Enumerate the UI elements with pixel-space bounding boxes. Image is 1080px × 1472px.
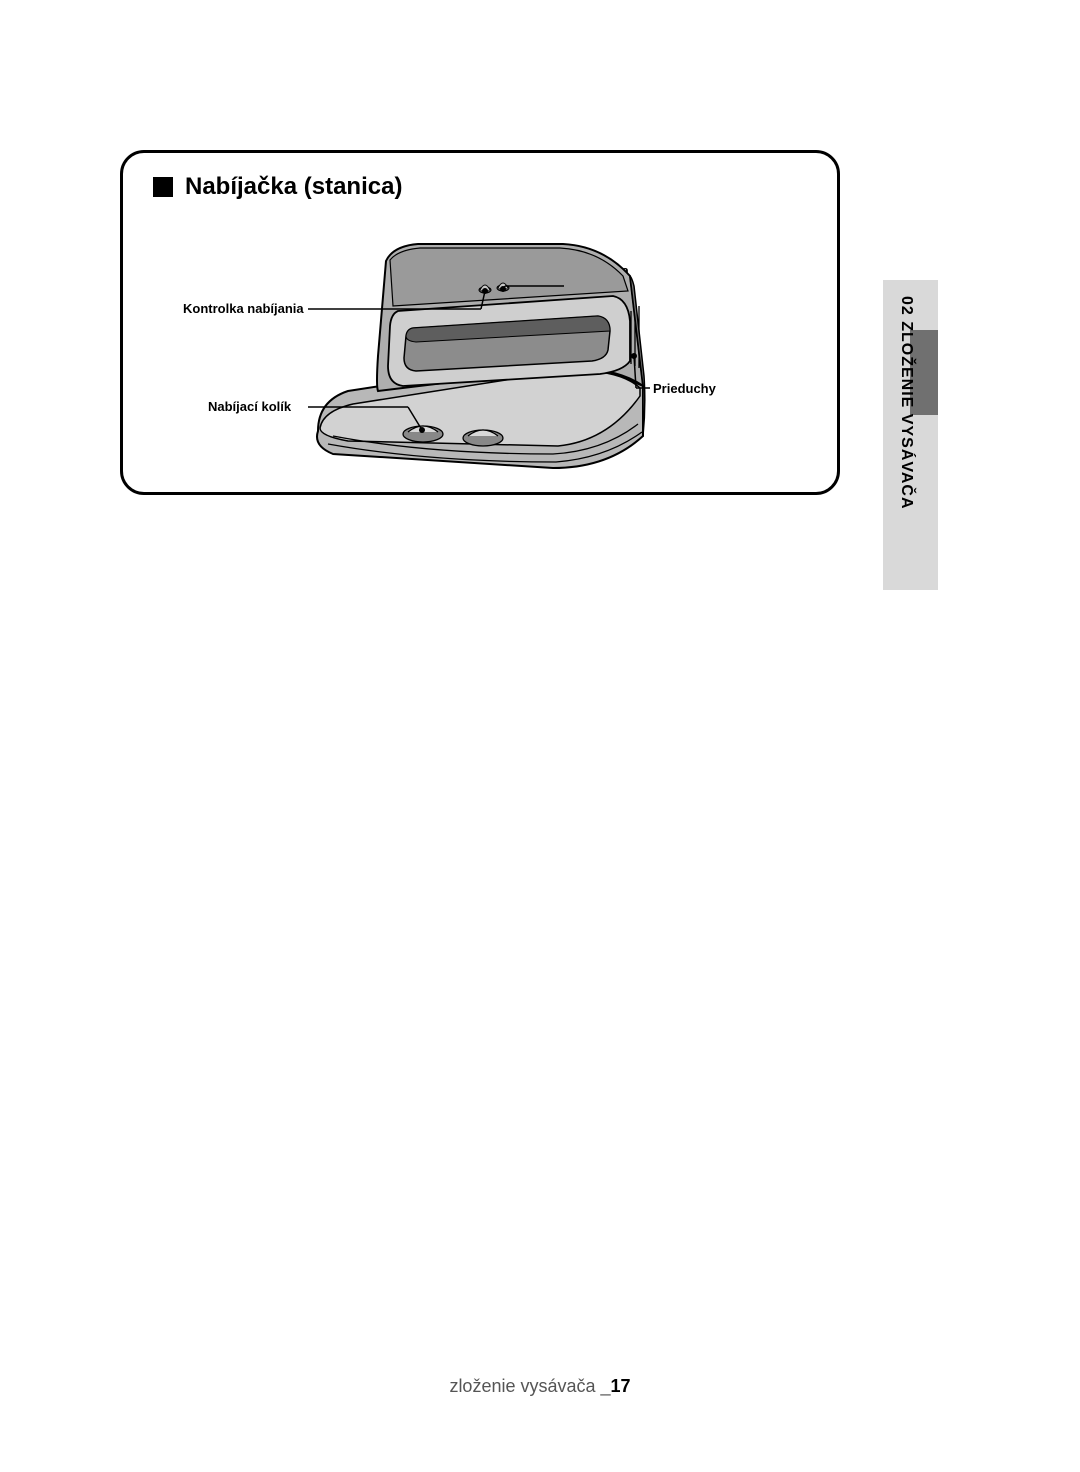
charger-station-illustration (308, 236, 658, 471)
diagram-area: Kontrolka nabíjania Nabíjací kolík Kontr… (153, 201, 807, 471)
label-charging-pin: Nabíjací kolík (208, 399, 291, 415)
panel-title-row: Nabíjačka (stanica) (153, 173, 807, 201)
footer-section: zloženie vysávača _ (449, 1376, 610, 1396)
chapter-tab-label: 02 ZLOŽENIE VYSÁVAČA (897, 296, 915, 510)
chapter-tab: 02 ZLOŽENIE VYSÁVAČA (883, 280, 938, 590)
footer-page-number: 17 (611, 1376, 631, 1396)
label-vents: Prieduchy (653, 381, 716, 397)
page: 02 ZLOŽENIE VYSÁVAČA Nabíjačka (stanica)… (0, 0, 1080, 1472)
label-charge-indicator: Kontrolka nabíjania (183, 301, 304, 317)
bullet-square-icon (153, 177, 173, 197)
panel-title: Nabíjačka (stanica) (185, 173, 402, 201)
diagram-panel: Nabíjačka (stanica) Kontrolka nabíjania … (120, 150, 840, 495)
page-footer: zloženie vysávača _17 (0, 1376, 1080, 1397)
